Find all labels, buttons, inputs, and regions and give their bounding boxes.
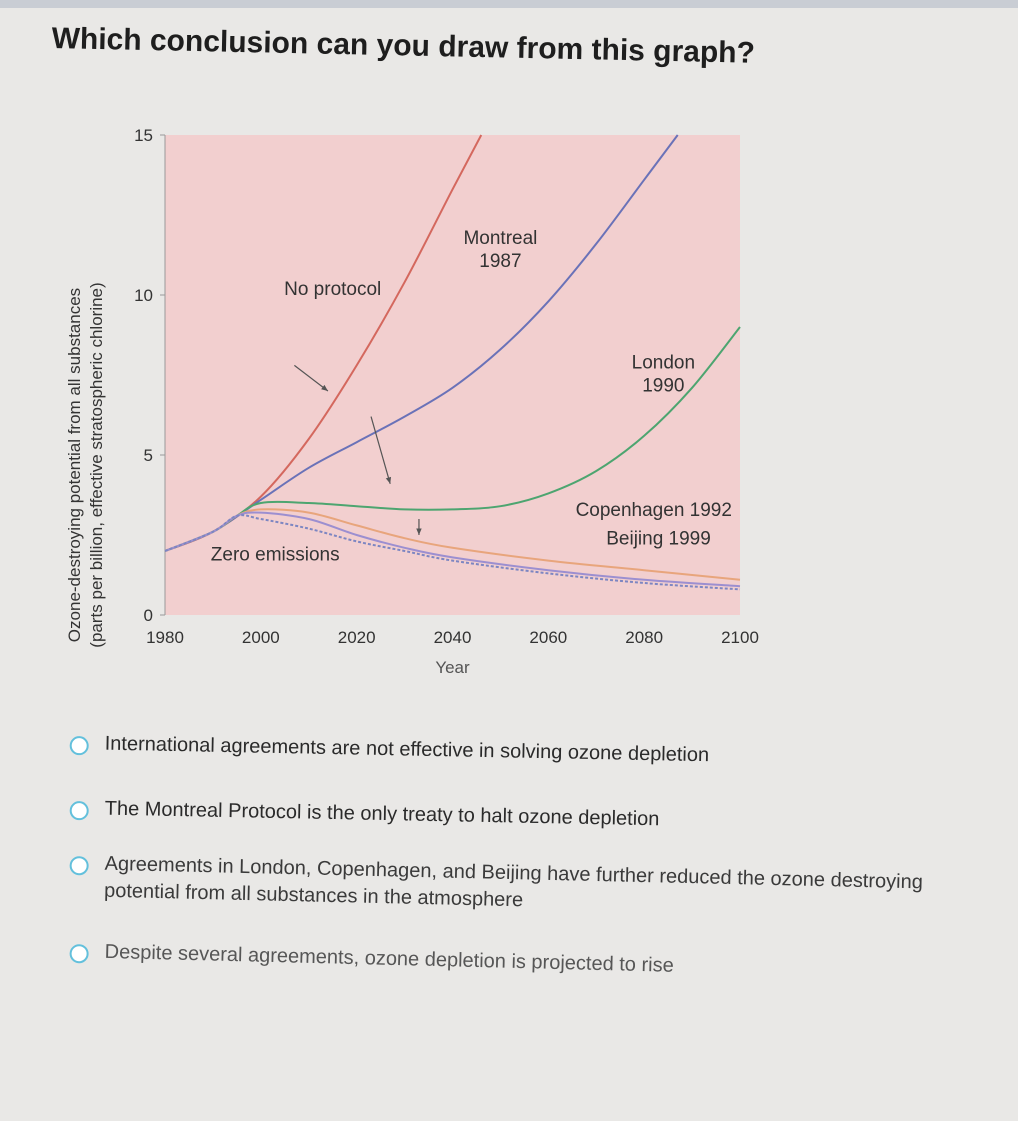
y-tick-label: 0: [144, 606, 153, 625]
series-label: Beijing 1999: [606, 529, 711, 550]
radio-button-icon[interactable]: [69, 855, 89, 876]
annotation-arrow: [294, 364, 329, 392]
radio-button-icon[interactable]: [69, 735, 89, 756]
series-line-zero-emissions: [164, 514, 741, 591]
annotation-arrowhead: [385, 476, 392, 484]
series-label: London: [632, 353, 695, 374]
answer-options: International agreements are not effecti…: [69, 730, 1000, 977]
series-line-montreal-1987: [164, 134, 679, 552]
top-bar: [0, 0, 1018, 8]
answer-option-2[interactable]: The Montreal Protocol is the only treaty…: [69, 795, 999, 840]
series-label: Copenhagen 1992: [576, 500, 732, 521]
question-title: Which conclusion can you draw from this …: [51, 22, 756, 70]
series-label: 1987: [479, 251, 521, 272]
x-tick-label: 1980: [146, 628, 184, 647]
y-tick-label: 15: [134, 126, 153, 145]
radio-button-icon[interactable]: [69, 800, 89, 821]
annotation-arrow: [370, 416, 391, 484]
radio-button-icon[interactable]: [69, 943, 89, 964]
answer-option-1[interactable]: International agreements are not effecti…: [69, 730, 999, 775]
series-label: Montreal: [463, 228, 537, 249]
annotation-arrowhead: [321, 384, 328, 391]
ozone-chart: Ozone-destroying potential from all subs…: [40, 95, 780, 715]
series-label: No protocol: [284, 279, 381, 300]
series-label: Zero emissions: [211, 545, 340, 566]
x-tick-label: 2100: [721, 628, 759, 647]
x-tick-label: 2080: [625, 628, 663, 647]
series-label: 1990: [642, 376, 684, 397]
x-tick-label: 2000: [242, 628, 280, 647]
answer-option-3[interactable]: Agreements in London, Copenhagen, and Be…: [69, 850, 980, 925]
answer-option-label: The Montreal Protocol is the only treaty…: [104, 797, 660, 831]
x-tick-label: 2020: [338, 628, 376, 647]
answer-option-label: International agreements are not effecti…: [104, 732, 710, 767]
answer-option-label: Agreements in London, Copenhagen, and Be…: [103, 852, 924, 912]
x-axis-label: Year: [435, 658, 470, 677]
chart-svg: 0 5 10 15 1980 2000 2020 2040 2060 2080 2100 Year No…: [134, 126, 759, 677]
x-tick-label: 2060: [529, 628, 567, 647]
y-tick-label: 10: [134, 286, 153, 305]
answer-option-4[interactable]: Despite several agreements, ozone deplet…: [69, 938, 999, 988]
y-tick-label: 5: [144, 446, 153, 465]
x-tick-label: 2040: [434, 628, 472, 647]
annotation-arrowhead: [416, 528, 422, 535]
answer-option-label: Despite several agreements, ozone deplet…: [104, 940, 674, 977]
plot-background: [165, 135, 740, 615]
